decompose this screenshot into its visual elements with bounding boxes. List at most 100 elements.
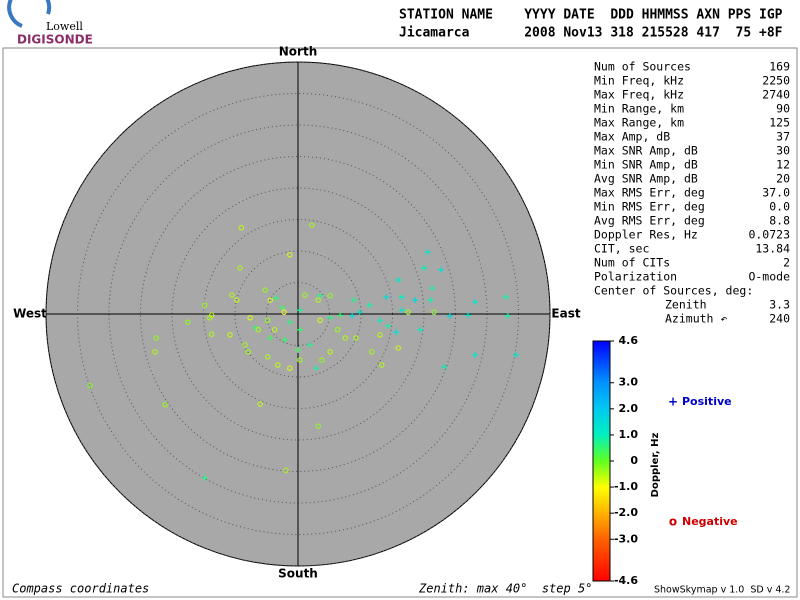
stat-label: Max RMS Err, deg: [594, 186, 705, 200]
source-positive: [306, 341, 313, 348]
source-negative: [431, 309, 437, 315]
source-positive: [512, 351, 519, 358]
source-positive: [417, 326, 424, 333]
source-negative: [265, 317, 271, 323]
source-negative: [237, 265, 243, 271]
source-negative: [395, 345, 401, 351]
stat-label: Num of CITs: [594, 256, 670, 270]
direction-label: East: [551, 307, 580, 321]
stat-value: 2: [783, 256, 790, 270]
source-positive: [281, 336, 288, 343]
source-negative: [247, 315, 253, 321]
source-positive: [366, 302, 373, 309]
source-positive: [317, 292, 324, 299]
stat-value: 90: [776, 102, 790, 116]
source-negative: [267, 297, 273, 303]
logo-top: Lowell: [46, 20, 83, 33]
legend-marker: +: [668, 395, 678, 409]
source-positive: [279, 304, 286, 311]
source-positive: [465, 312, 472, 319]
source-negative: [238, 224, 245, 231]
source-negative: [255, 327, 262, 333]
stat-value: 125: [769, 116, 790, 130]
source-positive: [421, 265, 427, 272]
source-positive: [446, 312, 453, 319]
source-negative: [315, 297, 321, 303]
colorbar-title: Doppler, Hz: [650, 433, 661, 498]
stat-value: O-mode: [748, 270, 790, 284]
source-positive: [385, 322, 392, 329]
logo-bottom: DIGISONDE: [17, 33, 93, 47]
source-negative: [265, 354, 271, 360]
source-negative: [245, 349, 251, 355]
footer-left: Compass coordinates: [12, 582, 149, 596]
source-negative: [327, 293, 333, 299]
stat-value: 240: [769, 312, 790, 326]
stat-label: Max Freq, kHz: [594, 88, 684, 102]
source-negative: [287, 365, 293, 371]
stat-value: 37: [776, 130, 790, 144]
colorbar-tick-label: 4.6: [619, 334, 639, 347]
stat-value: 20: [776, 172, 790, 186]
source-negative: [152, 349, 158, 355]
logo-swoosh: [7, 0, 52, 28]
source-positive: [296, 307, 303, 314]
stat-label: Num of Sources: [594, 60, 691, 74]
source-positive: [356, 309, 363, 316]
colorbar-tick-label: -1.0: [614, 480, 638, 493]
source-negative: [257, 401, 263, 407]
source-negative: [287, 252, 293, 258]
stat-label: CIT, sec: [594, 242, 649, 256]
source-positive: [349, 312, 356, 319]
stat-label: Min SNR Amp, dB: [594, 158, 698, 172]
source-negative: [319, 357, 325, 363]
source-positive: [441, 363, 448, 370]
source-positive: [201, 474, 208, 481]
source-positive: [429, 285, 436, 292]
colorbar-tick-label: 1.0: [619, 428, 639, 441]
source-negative: [334, 327, 341, 333]
stat-label: Avg RMS Err, deg: [594, 214, 705, 228]
colorbar-tick-label: -4.6: [614, 574, 638, 587]
source-positive: [398, 293, 405, 300]
footer-zenith: Zenith: max 40° step 5°: [418, 582, 592, 596]
stat-value: 0.0: [769, 200, 790, 214]
source-negative: [405, 309, 411, 315]
colorbar-tick-label: -2.0: [614, 506, 638, 519]
source-positive: [267, 334, 274, 341]
header-values: Jicamarca 2008 Nov13 318 215528 417 75 +…: [399, 26, 783, 41]
colorbar: [592, 340, 611, 582]
stat-label: Doppler Res, Hz: [594, 228, 698, 242]
legend-label: Negative: [682, 515, 738, 528]
source-positive: [395, 276, 402, 283]
stat-label: Polarization: [594, 270, 677, 284]
stat-label: Min Freq, kHz: [594, 74, 684, 88]
legend-label: Positive: [682, 395, 732, 408]
source-positive: [412, 297, 419, 304]
header-columns: STATION NAME YYYY DATE DDD HHMMSS AXN PP…: [399, 8, 783, 23]
stat-value: 2740: [762, 88, 790, 102]
source-negative: [369, 349, 375, 355]
legend-marker: o: [669, 515, 677, 529]
source-negative: [234, 297, 240, 303]
stat-value: 30: [776, 144, 790, 158]
source-positive: [327, 314, 334, 321]
source-negative: [153, 335, 159, 341]
source-positive: [427, 297, 434, 304]
stat-value: 3.3: [769, 298, 790, 312]
stat-label: Min RMS Err, deg: [594, 200, 705, 214]
source-positive: [472, 351, 479, 358]
source-negative: [271, 327, 278, 333]
stat-value: 13.84: [755, 242, 790, 256]
source-negative: [309, 222, 315, 228]
source-positive: [296, 326, 303, 333]
stat-label: Zenith: [665, 298, 707, 312]
source-negative: [297, 357, 303, 363]
source-positive: [504, 312, 511, 319]
source-negative: [327, 349, 333, 355]
source-negative: [207, 315, 213, 321]
frame: [2, 47, 798, 598]
source-negative: [342, 335, 348, 341]
source-positive: [383, 293, 390, 300]
